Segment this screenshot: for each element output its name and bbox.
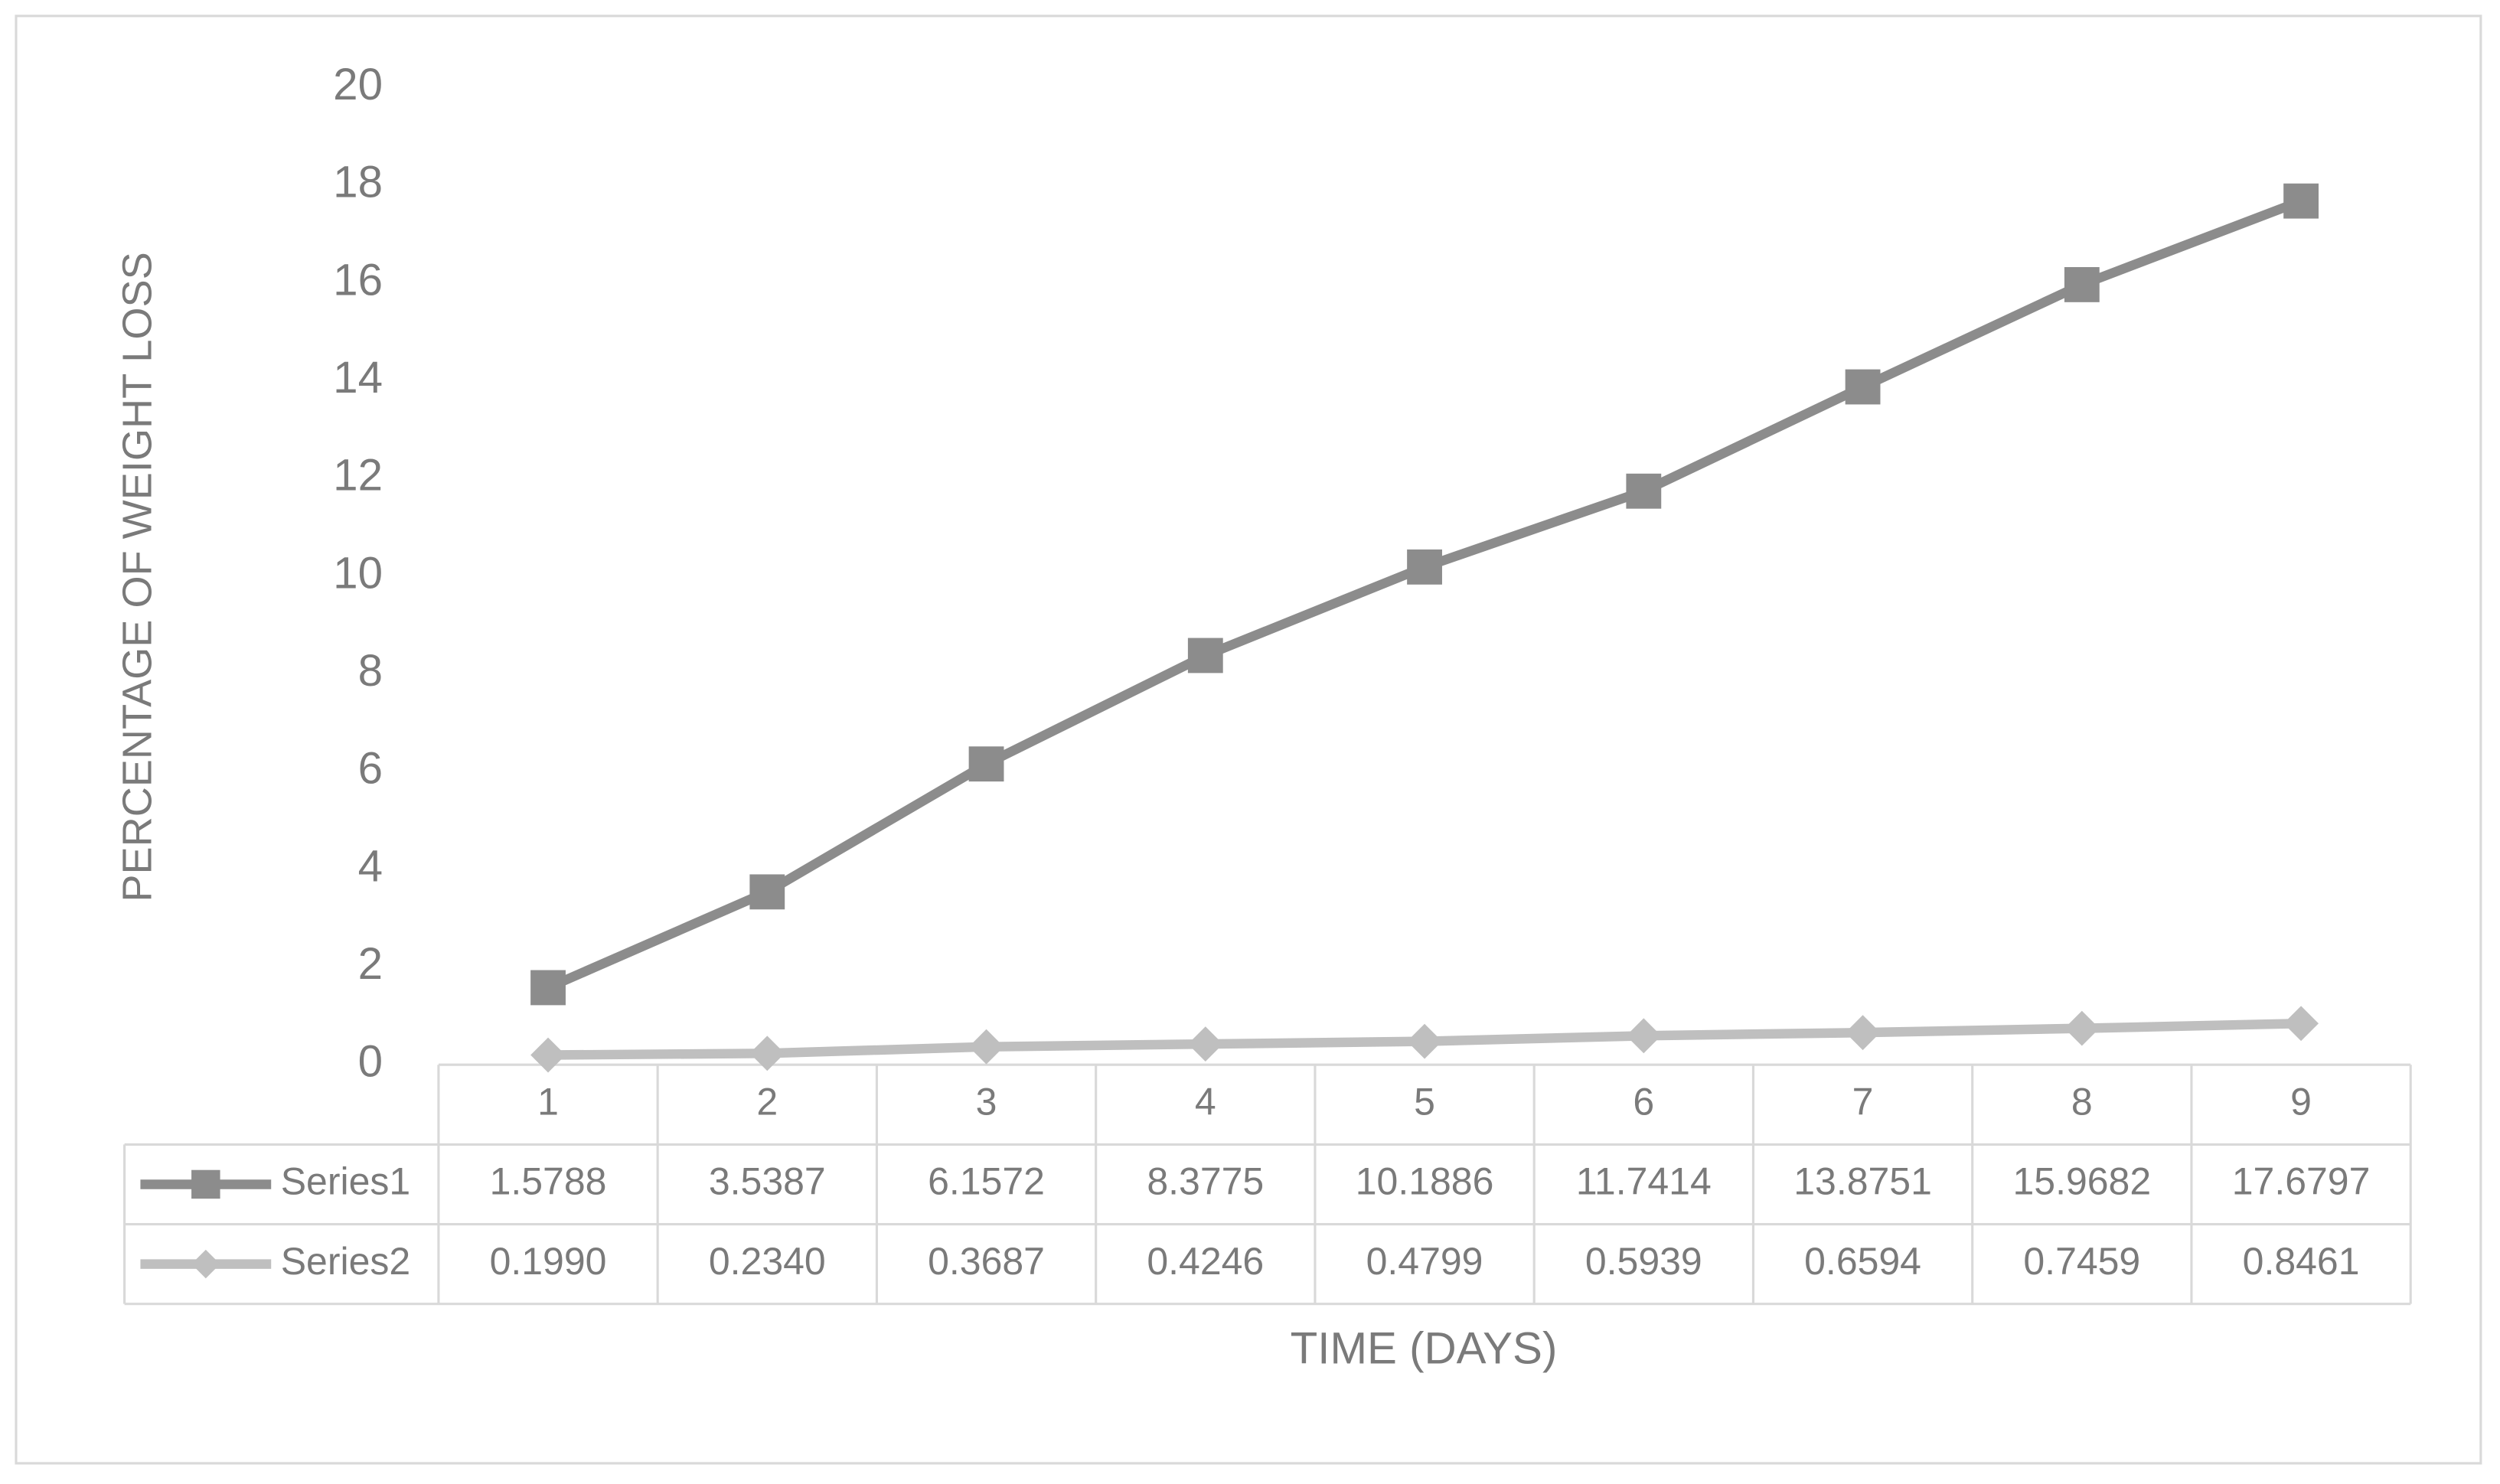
table-value: 8.3775 bbox=[1147, 1160, 1264, 1203]
table-value: 0.7459 bbox=[2023, 1240, 2140, 1283]
table-value: 15.9682 bbox=[2013, 1160, 2152, 1203]
data-point bbox=[530, 970, 566, 1006]
data-point bbox=[1407, 549, 1442, 585]
x-tick-label: 8 bbox=[2071, 1081, 2093, 1124]
data-point bbox=[1845, 369, 1881, 405]
y-tick-label: 4 bbox=[358, 841, 383, 891]
data-point bbox=[2283, 1006, 2319, 1042]
table-value: 11.7414 bbox=[1576, 1160, 1712, 1203]
table-value: 0.6594 bbox=[1804, 1240, 1921, 1283]
data-point bbox=[968, 746, 1004, 782]
table-value: 6.1572 bbox=[928, 1160, 1045, 1203]
chart-border bbox=[15, 15, 2482, 1465]
x-tick-label: 5 bbox=[1414, 1081, 1435, 1124]
table-value: 0.8461 bbox=[2243, 1240, 2360, 1283]
table-value: 0.2340 bbox=[709, 1240, 826, 1283]
y-tick-label: 18 bbox=[333, 158, 383, 207]
data-point bbox=[2064, 267, 2100, 302]
legend-label: Series1 bbox=[281, 1160, 410, 1203]
table-value: 0.1990 bbox=[490, 1240, 607, 1283]
x-tick-label: 2 bbox=[756, 1081, 778, 1124]
x-tick-label: 6 bbox=[1633, 1081, 1654, 1124]
data-point bbox=[530, 1037, 566, 1073]
y-tick-label: 12 bbox=[333, 451, 383, 501]
data-point bbox=[968, 1029, 1004, 1065]
y-tick-label: 6 bbox=[358, 744, 383, 794]
y-axis-title: PERCENTAGE OF WEIGHT LOSS bbox=[115, 252, 161, 902]
table-value: 0.4799 bbox=[1366, 1240, 1483, 1283]
data-point bbox=[749, 874, 785, 910]
table-value: 13.8751 bbox=[1793, 1160, 1932, 1203]
data-point bbox=[1626, 473, 1662, 509]
table-value: 0.3687 bbox=[928, 1240, 1045, 1283]
y-tick-label: 10 bbox=[333, 548, 383, 598]
x-tick-label: 4 bbox=[1195, 1081, 1216, 1124]
y-tick-label: 14 bbox=[333, 353, 383, 403]
table-value: 0.5939 bbox=[1585, 1240, 1702, 1283]
legend-label: Series2 bbox=[281, 1240, 410, 1283]
data-point bbox=[1407, 1023, 1442, 1059]
x-tick-label: 1 bbox=[537, 1081, 559, 1124]
x-tick-label: 7 bbox=[1852, 1081, 1874, 1124]
legend-marker bbox=[191, 1169, 220, 1199]
y-tick-label: 2 bbox=[358, 939, 383, 989]
data-point bbox=[1187, 638, 1223, 674]
y-tick-label: 8 bbox=[358, 646, 383, 696]
x-tick-label: 3 bbox=[976, 1081, 997, 1124]
table-value: 17.6797 bbox=[2232, 1160, 2371, 1203]
table-value: 1.5788 bbox=[490, 1160, 607, 1203]
data-point bbox=[2283, 183, 2319, 219]
y-tick-label: 20 bbox=[333, 60, 383, 109]
legend-marker bbox=[191, 1249, 220, 1279]
y-tick-label: 0 bbox=[358, 1037, 383, 1087]
table-value: 0.4246 bbox=[1147, 1240, 1264, 1283]
x-tick-label: 9 bbox=[2290, 1081, 2312, 1124]
data-point bbox=[1626, 1018, 1662, 1054]
y-tick-label: 16 bbox=[333, 255, 383, 305]
table-value: 3.5387 bbox=[709, 1160, 826, 1203]
table-value: 10.1886 bbox=[1356, 1160, 1494, 1203]
x-axis-title: TIME (DAYS) bbox=[1291, 1324, 1558, 1374]
